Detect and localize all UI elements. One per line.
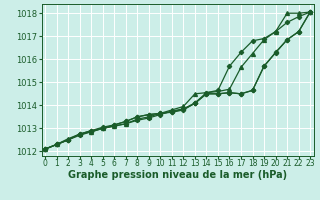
X-axis label: Graphe pression niveau de la mer (hPa): Graphe pression niveau de la mer (hPa) — [68, 170, 287, 180]
